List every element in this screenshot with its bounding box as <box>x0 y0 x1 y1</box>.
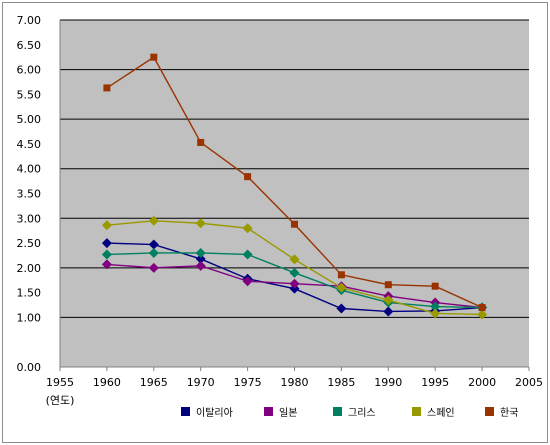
data-point <box>383 295 394 306</box>
x-tick-label: 1970 <box>187 376 215 389</box>
legend-label: 일본 <box>279 407 297 419</box>
legend-swatch <box>333 407 342 416</box>
y-tick-label: 6.00 <box>17 64 42 77</box>
y-tick-label: 3.50 <box>17 188 42 201</box>
series-group <box>101 53 488 320</box>
y-tick-label: 6.50 <box>17 39 42 52</box>
y-tick-label: 1.00 <box>17 311 42 324</box>
x-tick-label: 1985 <box>327 376 355 389</box>
series-5 <box>103 53 486 312</box>
data-point <box>148 247 159 258</box>
data-point <box>101 249 112 260</box>
data-point <box>430 308 441 319</box>
x-tick-label: 1990 <box>374 376 402 389</box>
legend-swatch <box>264 407 273 416</box>
x-tick-label: 1960 <box>93 376 121 389</box>
data-point <box>103 84 111 92</box>
data-point <box>289 267 300 278</box>
legend-item: 스페인 <box>412 407 455 419</box>
y-tick-label: 3.00 <box>17 212 42 225</box>
y-tick-label: 0.00 <box>17 361 42 374</box>
data-point <box>289 254 300 265</box>
legend: 이탈리아 일본 그리스 스페인 한국 <box>181 406 518 419</box>
data-point <box>242 276 253 287</box>
y-tick-label: 2.50 <box>17 237 42 250</box>
legend-item: 이탈리아 <box>181 406 233 419</box>
data-point <box>384 281 392 289</box>
data-point <box>244 173 252 181</box>
data-point <box>336 303 347 314</box>
data-point <box>148 215 159 226</box>
data-point <box>195 218 206 229</box>
data-point <box>336 282 347 293</box>
data-point <box>431 282 439 290</box>
data-point <box>430 301 441 312</box>
y-tick-label: 5.50 <box>17 88 42 101</box>
data-point <box>197 138 205 146</box>
legend-swatch <box>412 407 421 416</box>
y-axis-ticks: 0.00 1.00 1.50 2.00 2.50 3.00 3.50 4.00 4.50 5.00… <box>17 14 42 374</box>
data-point <box>195 260 206 271</box>
legend-label: 이탈리아 <box>196 406 233 419</box>
data-point <box>289 278 300 289</box>
data-point <box>337 271 345 279</box>
legend-item: 일본 <box>264 407 297 419</box>
data-point <box>148 239 159 250</box>
data-point <box>195 253 206 264</box>
x-axis-ticks: 1955 1960 1965 1970 1975 1980 1985 1990 1995 2000… <box>46 367 543 389</box>
data-point <box>150 53 158 61</box>
data-point <box>148 262 159 273</box>
x-tick-label: 2000 <box>468 376 496 389</box>
x-tick-label: 1995 <box>421 376 449 389</box>
y-tick-label: 1.50 <box>17 287 42 300</box>
legend-label: 스페인 <box>427 407 455 419</box>
data-point <box>101 259 112 270</box>
series-4 <box>101 215 488 320</box>
data-point <box>478 304 486 312</box>
data-point <box>101 238 112 249</box>
y-tick-label: 5.00 <box>17 113 42 126</box>
data-point <box>383 306 394 317</box>
legend-label: 한국 <box>500 407 518 419</box>
legend-swatch <box>181 407 190 416</box>
legend-item: 그리스 <box>333 407 376 419</box>
data-point <box>242 249 253 260</box>
data-point <box>101 220 112 231</box>
gridlines <box>60 19 529 318</box>
y-tick-label: 7.00 <box>17 14 42 27</box>
data-point <box>195 247 206 258</box>
legend-swatch <box>485 407 494 416</box>
x-tick-label: 2005 <box>515 376 543 389</box>
x-tick-label: 1965 <box>140 376 168 389</box>
x-axis-label: (연도) <box>46 394 75 407</box>
x-tick-label: 1975 <box>234 376 262 389</box>
data-point <box>477 309 488 320</box>
legend-label: 그리스 <box>348 407 376 419</box>
legend-item: 한국 <box>485 407 518 419</box>
y-tick-label: 2.00 <box>17 262 42 275</box>
y-tick-label: 4.50 <box>17 138 42 151</box>
data-point <box>242 223 253 234</box>
x-tick-label: 1955 <box>46 376 74 389</box>
data-point <box>291 220 298 228</box>
y-tick-label: 4.00 <box>17 163 42 176</box>
x-tick-label: 1980 <box>281 376 309 389</box>
